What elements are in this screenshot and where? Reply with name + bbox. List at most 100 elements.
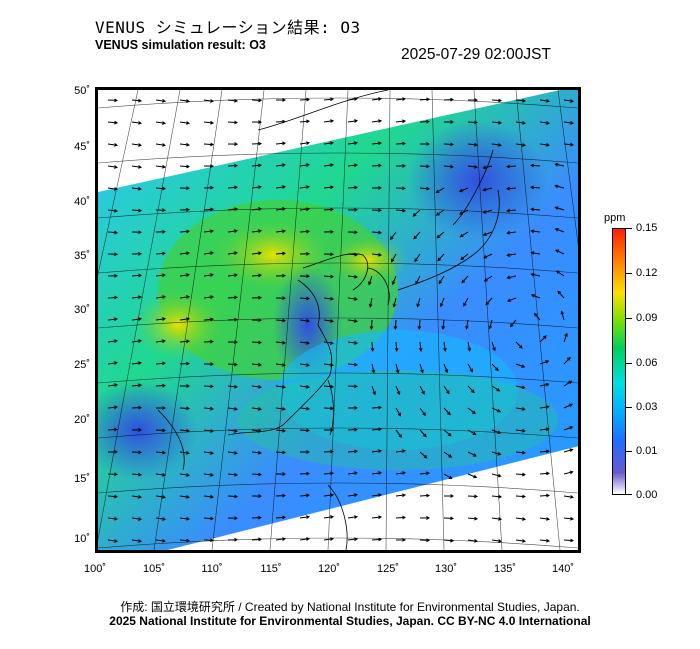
wind-arrow [461,275,469,283]
wind-arrowhead [554,206,559,210]
wind-arrowhead [306,141,311,145]
latitude-line [98,97,578,109]
wind-arrow [515,473,525,476]
wind-arrow [491,143,502,146]
wind-arrowhead [378,493,383,497]
wind-arrow [347,538,358,541]
wind-arrow [347,164,358,167]
wind-arrowhead [234,317,239,322]
wind-arrowhead [234,207,239,211]
wind-arrow [107,165,118,168]
wind-arrow [515,429,525,432]
wind-arrow [539,406,549,409]
wind-arrow [556,270,565,277]
wind-arrowhead [506,230,511,235]
wind-arrowhead [210,339,215,344]
wind-arrow [539,99,550,102]
wind-arrow [155,187,166,190]
wind-arrowhead [530,185,535,190]
wind-arrowhead [114,208,119,213]
wind-arrowhead [210,251,215,255]
wind-arrow [371,341,374,351]
wind-arrowhead [545,493,550,498]
wind-arrow [251,208,262,211]
wind-arrowhead [378,141,383,146]
wind-arrow [131,187,142,190]
wind-arrowhead [354,141,359,145]
wind-arrowhead [435,212,440,216]
wind-arrow [347,341,358,344]
coastlines [157,90,500,550]
wind-arrow [227,296,238,299]
wind-arrowhead [330,384,335,389]
wind-arrow [395,472,406,475]
wind-arrowhead [545,449,550,454]
wind-arrowhead [306,428,311,433]
wind-arrowhead [210,207,215,212]
wind-arrowhead [306,406,311,411]
wind-arrow [347,120,358,123]
wind-arrowhead [114,230,119,235]
wind-arrow [563,143,574,146]
wind-arrow [515,99,526,102]
wind-arrowhead [450,120,455,124]
wind-arrow [179,99,190,102]
wind-arrowhead [472,453,477,457]
wind-arrowhead [498,516,503,521]
wind-arrow [555,206,565,211]
wind-arrow [371,142,382,145]
wind-arrowhead [258,407,263,411]
wind-arrow [419,429,427,437]
wind-arrowhead [306,274,311,279]
wind-arrow [131,318,142,321]
wind-arrow [131,473,142,476]
wind-arrow [491,363,499,371]
wind-arrowhead [282,318,287,323]
wind-vectors [107,97,575,543]
wind-arrowhead [521,407,526,411]
lon-label: 140˚ [551,563,575,575]
wind-arrowhead [354,449,359,454]
wind-arrow [227,121,238,124]
wind-arrowhead [186,516,191,521]
wind-arrowhead [210,142,215,147]
wind-arrow [443,99,454,101]
wind-arrowhead [306,537,311,541]
wind-arrowhead [545,427,550,432]
wind-arrow [107,209,118,212]
wind-arrow [443,385,450,394]
wind-arrow [467,121,478,123]
wind-arrowhead [354,185,359,190]
wind-arrowhead [402,471,407,475]
wind-arrow [491,539,502,542]
colorbar [612,228,626,495]
wind-arrow [563,449,573,453]
wind-arrow [275,538,286,541]
wind-arrow [347,142,358,145]
wind-arrow [507,275,517,279]
wind-arrow [131,384,142,387]
wind-arrowhead [506,253,511,257]
wind-arrow [227,385,238,388]
wind-arrow [418,319,421,329]
wind-arrow [467,363,473,372]
wind-arrow [227,363,238,366]
wind-arrowhead [426,97,431,102]
meridian-line [211,90,265,550]
wind-arrow [203,473,214,476]
wind-arrowhead [234,516,239,521]
wind-arrow [299,385,310,388]
wind-arrowhead [472,431,477,436]
wind-arrow [483,165,493,169]
wind-arrowhead [306,384,311,389]
wind-arrow [563,357,571,365]
wind-arrow [436,231,445,239]
wind-arrow [459,209,469,215]
wind-arrow [467,517,478,520]
wind-arrow [131,517,142,520]
wind-arrow [391,253,397,262]
wind-arrowhead [330,319,335,323]
wind-arrow [131,99,142,102]
wind-arrow [531,273,541,277]
meridian-line [473,90,503,550]
